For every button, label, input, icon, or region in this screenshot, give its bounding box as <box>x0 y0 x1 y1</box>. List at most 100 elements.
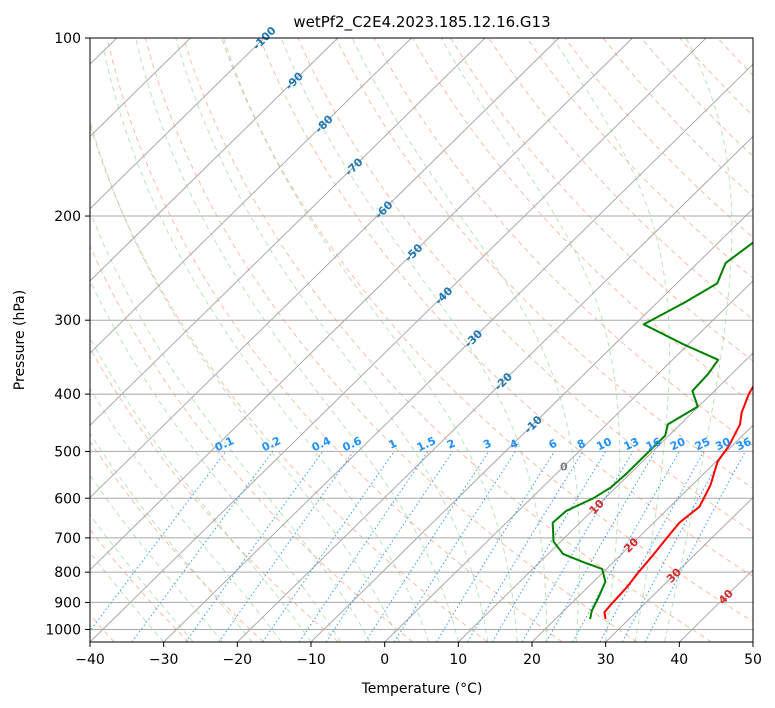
y-tick-label: 900 <box>54 595 81 611</box>
isotherm-line <box>90 38 265 210</box>
y-tick-label: 700 <box>54 531 81 547</box>
x-tick-label: 0 <box>380 652 389 668</box>
dry-adiabat-line <box>297 38 753 533</box>
y-tick-label: 600 <box>54 491 81 507</box>
isotherm-line <box>90 38 412 354</box>
isotherm-line <box>384 280 753 642</box>
mixing-ratio-line <box>599 451 705 642</box>
mixing-ratio-line <box>364 451 490 642</box>
dry-adiabat-line <box>90 347 339 642</box>
isotherm-line <box>531 424 753 642</box>
moist-adiabat-line <box>103 50 430 642</box>
y-axis-label: Pressure (hPa) <box>12 290 28 390</box>
isotherm-line <box>163 63 753 642</box>
x-tick-label: −20 <box>223 652 253 668</box>
y-tick-label: 100 <box>54 31 81 47</box>
isotherm-line <box>752 641 753 642</box>
dry-adiabat-line <box>756 38 775 642</box>
mixing-ratio-label: 20 <box>668 435 688 453</box>
x-tick-label: −40 <box>75 652 105 668</box>
x-tick-label: −10 <box>296 652 326 668</box>
y-tick-label: 300 <box>54 313 81 329</box>
isotherm-line <box>678 569 753 642</box>
isotherm-line <box>605 496 753 642</box>
mixing-ratio-label: 6 <box>547 437 560 452</box>
mixing-ratio-line <box>325 451 454 642</box>
dry-adiabat-line <box>106 38 563 642</box>
dry-adiabat-line <box>564 38 753 238</box>
dry-adiabat-line <box>90 528 190 642</box>
moist-adiabat-line <box>351 38 580 642</box>
y-tick-label: 1000 <box>45 623 81 639</box>
dry-adiabat-line <box>450 38 753 362</box>
x-tick-label: 30 <box>597 652 615 668</box>
moist-adiabat-line <box>90 209 371 642</box>
moist-adiabat-line <box>135 38 459 642</box>
dry-adiabat-line <box>488 38 753 321</box>
y-tick-label: 500 <box>54 444 81 460</box>
x-tick-label: −30 <box>149 652 179 668</box>
mixing-ratio-line <box>621 451 725 642</box>
moist-adiabat-line <box>440 38 621 642</box>
x-axis-label: Temperature (°C) <box>361 681 483 697</box>
mixing-ratio-line <box>262 451 395 642</box>
dry-adiabat-line <box>259 38 753 578</box>
temperature-profile-line <box>603 384 753 620</box>
y-tick-label: 400 <box>54 387 81 403</box>
moist-adiabat-line <box>175 38 489 642</box>
mixing-ratio-line <box>572 451 680 642</box>
plot-frame <box>89 37 754 643</box>
mixing-ratio-label: 13 <box>622 435 641 453</box>
isotherm-line <box>457 352 753 642</box>
mixing-ratio-label: 3 <box>481 437 493 452</box>
mixing-ratio-line <box>467 451 584 642</box>
isotherm-line <box>310 207 753 642</box>
dry-adiabat-line <box>182 38 712 642</box>
mixing-ratio-line <box>298 451 429 642</box>
moist-adiabat-line <box>90 432 253 642</box>
mixing-ratio-label: 10 <box>594 435 614 453</box>
mixing-ratio-label: 30 <box>713 435 733 453</box>
mixing-ratio-line <box>131 451 274 642</box>
isotherm-line <box>90 38 633 571</box>
dry-adiabat-line <box>90 123 488 642</box>
moist-adiabat-line <box>90 118 400 642</box>
dry-adiabat-line <box>526 38 753 279</box>
isotherm-line <box>90 38 486 427</box>
dry-adiabat-line <box>90 440 264 642</box>
mixing-ratio-label: 16 <box>644 435 664 453</box>
isotherm-line <box>90 38 560 499</box>
chart-title: wetPf2_C2E4.2023.185.12.16.G13 <box>293 13 550 32</box>
dry-adiabat-line <box>373 38 753 447</box>
isotherm-line <box>236 135 753 642</box>
y-tick-label: 800 <box>54 565 81 581</box>
x-tick-label: 10 <box>449 652 467 668</box>
mixing-ratio-label: 25 <box>693 435 712 453</box>
dewpoint-profile-line <box>551 241 753 620</box>
dry-adiabat-line <box>90 244 414 642</box>
mixing-ratio-line <box>393 451 516 642</box>
moist-adiabat-line <box>90 474 223 642</box>
moist-adiabat-line <box>90 551 165 642</box>
moist-adiabat-line <box>280 38 548 642</box>
mixing-ratio-line <box>185 451 324 642</box>
moist-adiabat-line <box>552 38 670 642</box>
mixing-ratio-line <box>435 451 555 642</box>
isotherm-line <box>90 38 191 138</box>
x-tick-label: 20 <box>523 652 541 668</box>
x-tick-label: 50 <box>744 652 762 668</box>
mixing-ratio-label: 36 <box>734 435 754 453</box>
x-tick-label: 40 <box>670 652 688 668</box>
dry-adiabat-line <box>679 38 753 117</box>
dry-adiabat-line <box>717 38 753 77</box>
isotherm-zero-label: 0 <box>560 460 568 473</box>
y-tick-label: 200 <box>54 209 81 225</box>
dry-adiabat-line <box>221 38 753 623</box>
moist-adiabat-line <box>90 513 194 642</box>
isotherm-line <box>90 38 707 642</box>
dry-adiabat-line <box>144 38 638 642</box>
mixing-ratio-label: 2 <box>445 437 457 452</box>
mixing-ratio-line <box>90 451 227 632</box>
mixing-ratio-line <box>218 451 355 642</box>
